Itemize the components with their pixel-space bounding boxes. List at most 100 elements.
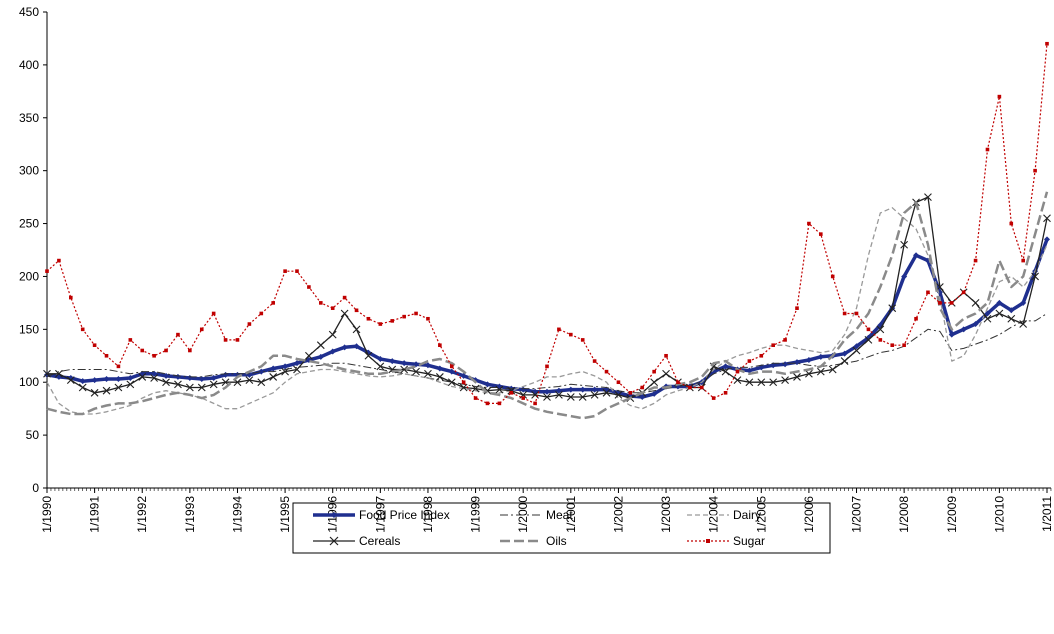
data-point — [400, 365, 409, 374]
data-point — [830, 274, 835, 279]
data-point — [604, 369, 609, 374]
data-point — [151, 370, 158, 377]
data-point — [876, 325, 885, 334]
data-point — [164, 348, 168, 353]
y-tick-label: 400 — [19, 58, 39, 72]
data-point — [509, 391, 514, 395]
data-point — [579, 386, 586, 393]
data-point — [841, 350, 848, 357]
data-point — [1007, 314, 1016, 323]
data-point — [92, 343, 97, 347]
data-point — [854, 311, 859, 316]
data-point — [628, 391, 633, 395]
data-point — [198, 376, 205, 383]
data-point — [402, 314, 406, 319]
data-point — [507, 386, 516, 395]
data-point — [174, 373, 181, 380]
data-point — [1033, 168, 1037, 173]
x-tick-label: 1/2002 — [611, 496, 625, 533]
data-point — [43, 369, 51, 378]
data-point — [424, 369, 432, 378]
data-point — [176, 332, 180, 337]
data-point — [1043, 214, 1051, 223]
data-point — [544, 388, 550, 395]
x-tick-label: 1/1993 — [183, 496, 197, 533]
data-point — [805, 369, 813, 378]
data-point — [293, 365, 301, 374]
data-point — [211, 311, 216, 316]
data-point — [948, 331, 955, 338]
y-tick-label: 0 — [32, 481, 39, 495]
data-point — [816, 367, 825, 376]
data-point — [414, 311, 418, 316]
x-tick-label: 1/2008 — [897, 496, 911, 533]
data-point — [688, 385, 692, 390]
data-point — [961, 290, 966, 295]
data-point — [378, 322, 383, 326]
data-point — [69, 295, 73, 300]
data-point — [795, 306, 799, 310]
data-point — [591, 386, 598, 393]
data-point — [983, 314, 992, 323]
data-point — [828, 365, 837, 374]
x-tick-label: 1/1991 — [88, 496, 102, 533]
data-point — [914, 316, 918, 321]
x-tick-label: 1/2003 — [659, 496, 673, 533]
data-point — [676, 380, 680, 385]
data-point — [330, 306, 335, 310]
data-point — [79, 378, 86, 385]
data-point — [483, 386, 492, 395]
data-point — [781, 376, 789, 384]
data-point — [733, 376, 742, 384]
data-point — [459, 383, 468, 392]
data-point — [664, 353, 668, 358]
data-point — [997, 94, 1002, 99]
data-point — [435, 373, 444, 381]
data-point — [460, 372, 467, 379]
x-tick-label: 1/2004 — [707, 496, 721, 533]
data-point — [247, 322, 252, 326]
data-point — [245, 376, 254, 384]
data-point — [771, 343, 775, 347]
data-point — [328, 330, 337, 339]
data-point — [138, 373, 147, 381]
data-point — [711, 396, 716, 400]
data-point — [639, 394, 646, 401]
data-point — [662, 369, 670, 378]
data-point — [257, 378, 266, 387]
data-point — [580, 338, 585, 342]
data-point — [197, 383, 206, 392]
data-point — [495, 385, 504, 394]
y-tick-label: 200 — [19, 269, 39, 283]
data-point — [436, 365, 443, 372]
y-tick-label: 100 — [19, 375, 39, 389]
data-point — [342, 295, 347, 300]
data-point — [578, 393, 587, 401]
data-point — [807, 221, 811, 226]
data-point — [805, 357, 812, 364]
data-point — [783, 338, 787, 342]
x-tick-label: 1/2007 — [850, 496, 864, 533]
data-point — [305, 351, 313, 360]
data-point — [424, 362, 431, 369]
data-point — [566, 393, 575, 401]
data-point — [1031, 272, 1039, 281]
data-point — [377, 355, 384, 362]
data-point — [270, 365, 277, 372]
data-point — [1045, 41, 1049, 46]
data-point — [128, 338, 133, 342]
data-point — [376, 362, 385, 371]
data-point — [878, 338, 883, 342]
data-point — [1020, 299, 1027, 306]
x-tick-label: 1/2005 — [754, 496, 768, 533]
legend-marker — [329, 536, 339, 546]
y-tick-label: 150 — [19, 322, 39, 336]
data-point — [747, 359, 752, 363]
data-point — [366, 316, 371, 321]
data-point — [473, 396, 478, 400]
y-tick-label: 300 — [19, 164, 39, 178]
data-point — [819, 232, 823, 236]
data-point — [235, 338, 240, 342]
data-point — [1021, 258, 1025, 263]
data-point — [449, 364, 454, 369]
